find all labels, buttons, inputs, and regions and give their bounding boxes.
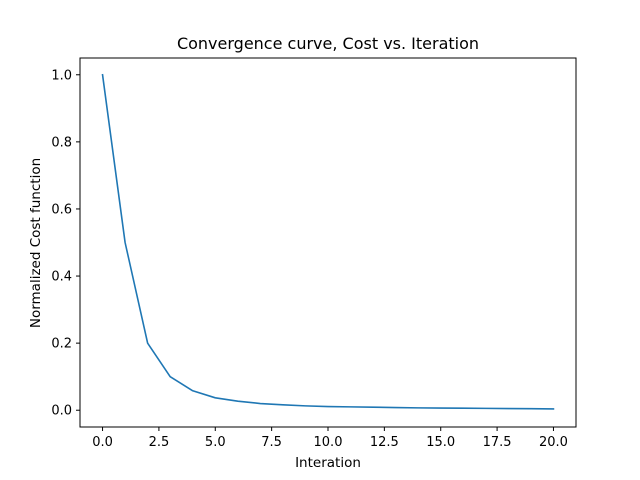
y-tick-label: 0.8 [51,135,72,150]
y-tick-label: 1.0 [51,68,72,83]
x-tick-label: 7.5 [261,435,282,450]
plot-series [101,73,555,410]
y-tick-label: 0.6 [51,202,72,217]
x-tick-label: 10.0 [314,435,343,450]
x-tick-label: 12.5 [370,435,399,450]
x-tick-label: 15.0 [426,435,455,450]
plot-frame [79,57,577,428]
chart-title: Convergence curve, Cost vs. Iteration [177,34,479,53]
y-axis-label: Normalized Cost function [28,158,44,328]
y-tick-label: 0.4 [51,270,72,285]
x-tick-label: 5.0 [205,435,226,450]
x-axis-ticks: 0.0 2.5 5.0 7.5 10.0 12.5 15.0 17.5 20.0 [92,427,568,450]
y-tick-label: 0.0 [51,404,72,419]
x-tick-label: 17.5 [483,435,512,450]
cost-series-line [101,73,555,410]
y-axis-ticks: 0.0 0.2 0.4 0.6 0.8 1.0 [51,68,80,419]
x-axis-label: Interation [295,455,361,471]
y-tick-label: 0.2 [51,337,72,352]
x-tick-label: 2.5 [149,435,170,450]
x-tick-label: 20.0 [539,435,568,450]
x-tick-label: 0.0 [92,435,113,450]
